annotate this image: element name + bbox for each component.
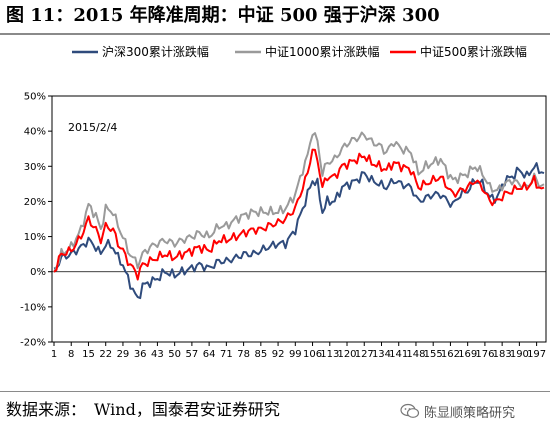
series-line-3 <box>53 148 545 281</box>
x-tick-label: 155 <box>424 349 443 360</box>
line-chart: 沪深300累计涨跌幅 中证1000累计涨跌幅 中证500累计涨跌幅 -20% -10%… <box>20 44 547 360</box>
x-tick-label: 29 <box>117 349 130 360</box>
source-note: 数据来源： Wind，国泰君安证券研究 <box>6 400 280 419</box>
x-tick-label: 43 <box>151 349 164 360</box>
x-tick-label: 22 <box>99 349 112 360</box>
x-tick-label: 169 <box>458 349 477 360</box>
x-tick-label: 1 <box>51 349 57 360</box>
chart-title: 图 11：2015 年降准周期：中证 500 强于沪深 300 <box>6 5 440 26</box>
x-tick-label: 106 <box>303 349 322 360</box>
y-axis: -20% -10% 0% 10% 20% 30% 40% 50% <box>20 92 52 349</box>
y-tick-label: 0% <box>30 267 46 278</box>
series-line-2 <box>53 131 545 273</box>
x-tick-label: 134 <box>372 349 391 360</box>
x-axis: 1 8 15 22 29 36 43 50 57 64 71 78 85 92 99 106113120127… <box>51 342 546 360</box>
x-tick-label: 64 <box>203 349 216 360</box>
y-tick-label: 20% <box>24 197 46 208</box>
x-tick-label: 183 <box>493 349 512 360</box>
x-tick-label: 92 <box>272 349 285 360</box>
legend-label: 沪深300累计涨跌幅 <box>102 44 209 59</box>
y-tick-label: 10% <box>24 232 46 243</box>
x-tick-label: 99 <box>289 349 302 360</box>
x-tick-label: 148 <box>406 349 425 360</box>
watermark: 陈显顺策略研究 <box>400 398 550 424</box>
x-tick-label: 78 <box>237 349 250 360</box>
y-tick-label: -10% <box>20 302 46 313</box>
y-tick-label: 40% <box>24 127 46 138</box>
x-tick-label: 162 <box>441 349 460 360</box>
legend-label: 中证500累计涨跌幅 <box>420 44 527 59</box>
y-tick-label: -20% <box>20 338 46 349</box>
wechat-icon <box>400 403 420 418</box>
x-tick-label: 50 <box>168 349 181 360</box>
plot-area <box>51 95 547 343</box>
y-tick-label: 30% <box>24 162 46 173</box>
x-tick-label: 127 <box>355 349 374 360</box>
date-annotation: 2015/2/4 <box>68 121 117 134</box>
x-tick-label: 176 <box>475 349 494 360</box>
x-tick-label: 8 <box>68 349 74 360</box>
plot-frame <box>51 95 547 343</box>
x-tick-label: 120 <box>337 349 356 360</box>
x-tick-label: 85 <box>254 349 267 360</box>
legend-label: 中证1000累计涨跌幅 <box>265 44 380 59</box>
x-tick-label: 113 <box>320 349 339 360</box>
x-tick-label: 57 <box>186 349 199 360</box>
y-tick-label: 50% <box>24 92 46 103</box>
x-tick-label: 15 <box>82 349 95 360</box>
watermark-text: 陈显顺策略研究 <box>424 405 516 421</box>
x-tick-label: 71 <box>220 349 233 360</box>
x-tick-label: 190 <box>510 349 529 360</box>
bottom-divider <box>0 391 550 392</box>
x-tick-label: 36 <box>134 349 147 360</box>
top-divider <box>0 33 550 35</box>
x-tick-label: 197 <box>527 349 546 360</box>
x-tick-label: 141 <box>389 349 408 360</box>
chart-legend: 沪深300累计涨跌幅 中证1000累计涨跌幅 中证500累计涨跌幅 <box>72 44 527 59</box>
